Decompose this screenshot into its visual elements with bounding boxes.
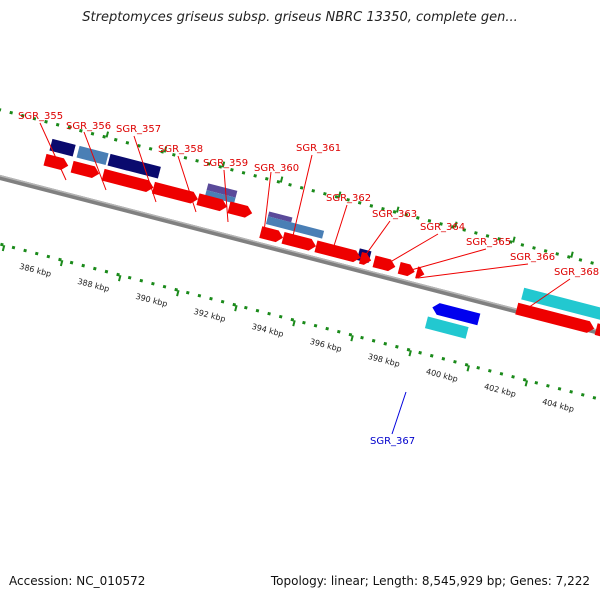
gene-arrow-forward[interactable] [515, 302, 595, 335]
gene-label[interactable]: SGR_363 [372, 209, 417, 220]
gene-arrow-forward[interactable] [397, 262, 416, 278]
gene-arrow-forward[interactable] [151, 181, 200, 205]
gene-label[interactable]: SGR_356 [66, 121, 111, 132]
gene-label[interactable]: SGR_361 [296, 143, 341, 154]
forward-genes [43, 153, 600, 348]
scale-label: 398 kbp [367, 352, 401, 369]
label-leader-reverse [391, 391, 407, 435]
gene-label[interactable]: SGR_358 [158, 144, 203, 155]
cds-block[interactable] [521, 287, 600, 322]
scale-label: 386 kbp [18, 262, 52, 279]
gene-arrow-forward[interactable] [101, 168, 155, 194]
gene-arrow-forward[interactable] [358, 251, 373, 266]
scale-label: 392 kbp [193, 307, 227, 324]
gene-arrow-forward[interactable] [70, 160, 101, 180]
gene-label[interactable]: SGR_362 [326, 193, 371, 204]
genome-title: Streptomyces griseus subsp. griseus NBRC… [82, 10, 518, 25]
gene-arrow-forward[interactable] [281, 231, 318, 252]
gene-label-reverse[interactable]: SGR_367 [370, 436, 415, 447]
scale-labels: 386 kbp 388 kbp 390 kbp 392 kbp 394 kbp … [18, 262, 575, 414]
gene-arrow-reverse[interactable] [431, 302, 481, 326]
gene-label[interactable]: SGR_365 [466, 237, 511, 248]
gene-arrow-forward[interactable] [43, 153, 70, 172]
scale-label: 402 kbp [483, 382, 517, 399]
gene-arrow-forward[interactable] [196, 193, 228, 212]
gene-label[interactable]: SGR_357 [116, 124, 161, 135]
scale-label: 404 kbp [541, 397, 575, 414]
cds-block[interactable] [424, 316, 469, 339]
scale-label: 388 kbp [76, 277, 110, 294]
gene-arrow-forward[interactable] [415, 266, 426, 281]
gene-label[interactable]: SGR_366 [510, 252, 555, 263]
cds-track [49, 138, 600, 322]
gene-label[interactable]: SGR_368 [554, 267, 599, 278]
cds-block[interactable] [205, 190, 236, 204]
inner-ruler [0, 233, 600, 417]
inner-major-ticks [1, 244, 529, 387]
outer-ruler [0, 107, 600, 292]
label-leaders [39, 122, 571, 313]
gene-labels: SGR_355 SGR_356 SGR_357 SGR_358 SGR_359 … [18, 111, 599, 278]
outer-major-ticks [105, 131, 574, 258]
scale-label: 400 kbp [425, 367, 459, 384]
gene-arrow-forward[interactable] [372, 255, 397, 272]
gene-arrow-forward[interactable] [259, 226, 284, 243]
scale-label: 390 kbp [135, 292, 169, 309]
gene-arrow-forward[interactable] [227, 201, 253, 219]
cds-block[interactable] [267, 211, 293, 223]
cds-block[interactable] [49, 138, 76, 157]
scale-label: 394 kbp [251, 322, 285, 339]
scale-label: 396 kbp [309, 337, 343, 354]
gene-label[interactable]: SGR_359 [203, 158, 248, 169]
cds-block[interactable] [107, 153, 161, 179]
gene-label[interactable]: SGR_364 [420, 222, 465, 233]
gene-label[interactable]: SGR_355 [18, 111, 63, 122]
cds-block[interactable] [206, 183, 238, 198]
topology-text: Topology: linear; Length: 8,545,929 bp; … [270, 574, 590, 588]
gene-label[interactable]: SGR_360 [254, 163, 299, 174]
accession-text: Accession: NC_010572 [9, 574, 146, 588]
gene-arrow-forward[interactable] [594, 323, 600, 348]
gene-arrow-forward[interactable] [314, 240, 362, 263]
